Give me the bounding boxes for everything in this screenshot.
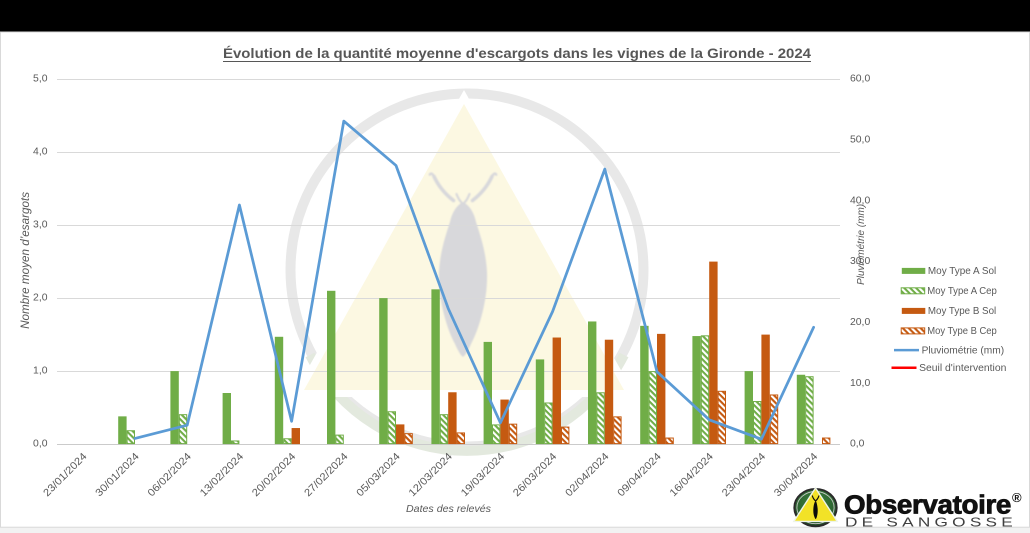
svg-text:40,0: 40,0 <box>850 195 870 206</box>
svg-text:50,0: 50,0 <box>850 134 870 145</box>
svg-text:Pluviométrie (mm): Pluviométrie (mm) <box>922 345 1005 356</box>
svg-text:Évolution de la quantité moyen: Évolution de la quantité moyenne d'escar… <box>223 46 811 61</box>
svg-text:0,0: 0,0 <box>33 439 48 450</box>
svg-text:Pluviométrie (mm): Pluviométrie (mm) <box>856 204 867 285</box>
svg-text:0,0: 0,0 <box>850 439 865 450</box>
svg-text:Moy Type B Cep: Moy Type B Cep <box>927 326 997 337</box>
svg-text:2,0: 2,0 <box>33 293 48 304</box>
svg-text:Observatoire: Observatoire <box>844 492 1011 520</box>
svg-text:DE SANGOSSE: DE SANGOSSE <box>845 516 1017 530</box>
svg-text:Moy Type B Sol: Moy Type B Sol <box>928 306 996 317</box>
svg-text:Moy Type A Cep: Moy Type A Cep <box>927 286 997 297</box>
svg-text:Seuil d'intervention: Seuil d'intervention <box>919 363 1006 374</box>
svg-text:30,0: 30,0 <box>850 256 870 267</box>
svg-text:5,0: 5,0 <box>33 74 48 85</box>
svg-text:20,0: 20,0 <box>850 317 870 328</box>
svg-text:Moy Type A Sol: Moy Type A Sol <box>928 266 996 277</box>
svg-text:®: ® <box>1012 490 1022 505</box>
svg-text:3,0: 3,0 <box>33 220 48 231</box>
svg-text:Dates des relevés: Dates des relevés <box>406 504 491 515</box>
svg-text:Nombre moyen d’esargots: Nombre moyen d’esargots <box>18 192 32 329</box>
svg-text:60,0: 60,0 <box>850 74 870 85</box>
svg-text:10,0: 10,0 <box>850 378 870 389</box>
svg-text:4,0: 4,0 <box>33 147 48 158</box>
svg-text:1,0: 1,0 <box>33 366 48 377</box>
